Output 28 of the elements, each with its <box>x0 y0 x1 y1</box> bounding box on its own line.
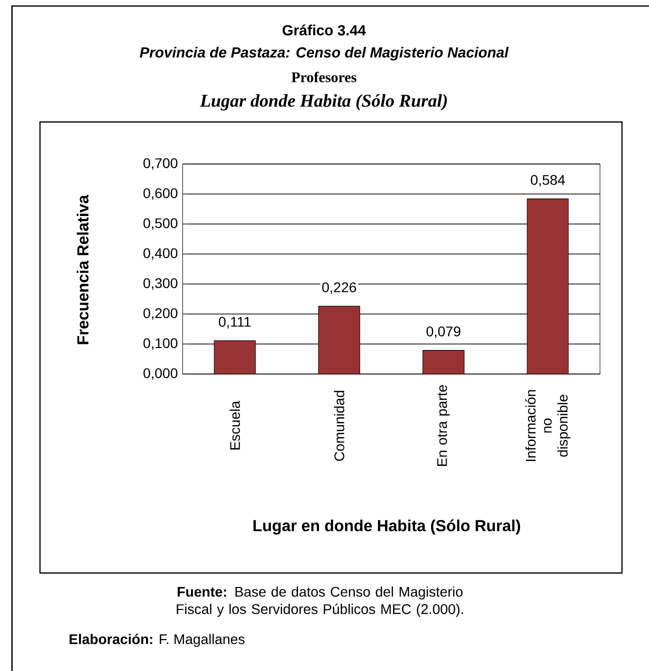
x-axis-title: Lugar en donde Habita (Sólo Rural) <box>254 519 520 535</box>
x-tick-label: En otra parte <box>437 385 450 466</box>
bar <box>318 306 360 374</box>
x-tick-label: Escuela <box>230 400 240 450</box>
x-tick-label: Información no disponible <box>525 390 570 462</box>
y-tick-label: 0,500 <box>143 218 178 230</box>
chart-title: Gráfico 3.44 <box>282 24 366 36</box>
data-label: 0,584 <box>530 174 565 187</box>
y-tick-label: 0,100 <box>143 338 178 350</box>
y-tick-label: 0,400 <box>143 248 178 260</box>
data-label: 0,079 <box>426 326 460 338</box>
y-tick-label: 0,000 <box>143 368 178 380</box>
data-label: 0,111 <box>218 316 251 328</box>
y-tick-label: 0,600 <box>143 188 178 200</box>
text: Lugar donde Habita (Sólo Rural) <box>200 94 447 110</box>
y-tick-label: 0,200 <box>143 308 178 320</box>
bar <box>526 198 569 374</box>
y-tick-label: 0,700 <box>143 158 178 170</box>
y-tick-label: 0,300 <box>143 278 178 290</box>
x-tick-label: Comunidad <box>334 390 344 461</box>
y-axis-title: Frecuencia Relativa <box>76 194 89 344</box>
bar <box>214 340 256 374</box>
data-label: 0,226 <box>322 282 356 294</box>
chart-subtitle: Provincia de Pastaza: Censo del Magisterio Nacional <box>140 46 509 60</box>
text: Profesores <box>292 72 356 82</box>
bar <box>422 350 464 374</box>
text: Fuente: Base de datos Censo del Magisterio Fiscal y los Servidores Públicos MEC (2.000). <box>176 586 463 617</box>
text: Elaboración: F. Magallanes <box>70 634 245 647</box>
